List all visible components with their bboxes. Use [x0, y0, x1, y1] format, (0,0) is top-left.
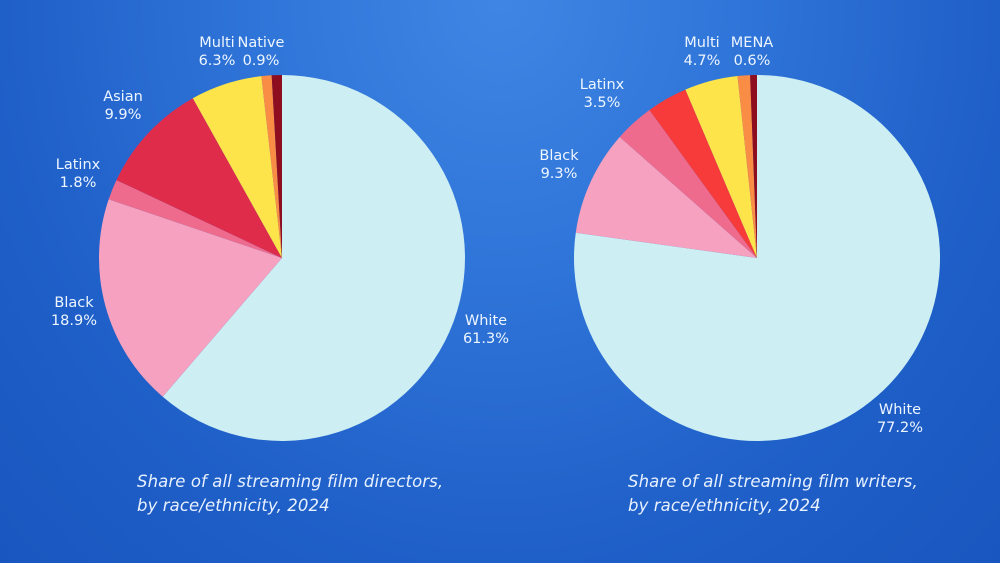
- directors-slice-asian: [116, 98, 282, 258]
- directors-value-label-white: 61.3%: [463, 331, 509, 347]
- directors-slice-other: [261, 75, 282, 258]
- writers-label-latinx: Latinx: [580, 77, 625, 93]
- writers-caption-line-1: Share of all streaming film writers,: [628, 472, 918, 491]
- directors-value-label-latinx: 1.8%: [60, 175, 97, 191]
- directors-slice-latinx: [108, 180, 283, 258]
- directors-label-multi: Multi: [199, 35, 234, 51]
- directors-pie: White 61.3% Black 18.9% Latinx 1.8% Asian 9.9% M…: [51, 35, 509, 441]
- directors-caption-line-2: by race/ethnicity, 2024: [137, 496, 330, 515]
- writers-value-label-multi: 4.7%: [684, 53, 721, 69]
- writers-pie: White 77.2% Black 9.3% Latinx 3.5% Multi 4.7% ME…: [539, 35, 941, 441]
- writers-label-multi: Multi: [684, 35, 719, 51]
- directors-caption: Share of all streaming film directors, b…: [137, 470, 443, 518]
- writers-slice-other: [737, 75, 757, 258]
- directors-slice-white: [162, 75, 465, 441]
- writers-slice-multi: [685, 76, 757, 258]
- directors-slice-multi: [192, 76, 282, 258]
- writers-caption: Share of all streaming film writers, by …: [628, 470, 918, 518]
- writers-label-black: Black: [539, 148, 579, 164]
- writers-caption-line-2: by race/ethnicity, 2024: [628, 496, 821, 515]
- writers-value-label-white: 77.2%: [877, 420, 923, 436]
- writers-slice-white: [574, 75, 941, 441]
- writers-label-mena: MENA: [731, 35, 774, 51]
- writers-slice-mena: [750, 75, 757, 258]
- writers-value-label-black: 9.3%: [541, 166, 578, 182]
- writers-label-white: White: [879, 402, 921, 418]
- directors-caption-line-1: Share of all streaming film directors,: [137, 472, 444, 491]
- writers-value-label-mena: 0.6%: [734, 53, 771, 69]
- directors-label-native: Native: [238, 35, 285, 51]
- directors-slice-black: [98, 199, 282, 397]
- writers-slice-black: [575, 136, 757, 258]
- directors-value-label-asian: 9.9%: [105, 107, 142, 123]
- directors-label-white: White: [465, 313, 507, 329]
- directors-label-black: Black: [54, 295, 94, 311]
- writers-value-label-latinx: 3.5%: [584, 95, 621, 111]
- directors-value-label-multi: 6.3%: [199, 53, 236, 69]
- writers-slice-latinx: [619, 109, 757, 258]
- directors-label-asian: Asian: [103, 89, 143, 105]
- directors-slice-native: [271, 75, 282, 258]
- directors-value-label-black: 18.9%: [51, 313, 97, 329]
- directors-label-latinx: Latinx: [56, 157, 101, 173]
- directors-value-label-native: 0.9%: [243, 53, 280, 69]
- writers-slice-asian: [649, 89, 757, 258]
